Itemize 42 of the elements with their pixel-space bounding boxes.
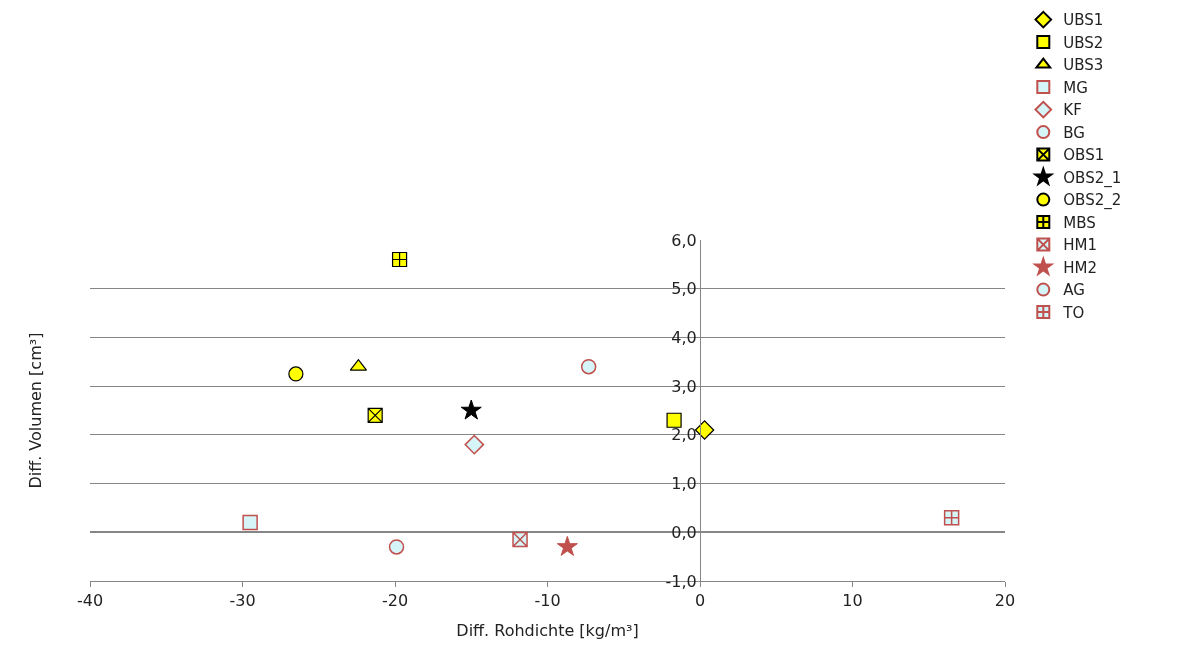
- point: [464, 434, 485, 455]
- x-tick-label: 10: [842, 591, 863, 611]
- y-tick-label: -1,0: [665, 571, 697, 591]
- y-tick-label: 4,0: [671, 328, 697, 348]
- legend-label: MBS: [1063, 213, 1096, 232]
- x-axis-title: Diff. Rohdichte [kg/m³]: [456, 620, 639, 640]
- point: [288, 366, 304, 382]
- point: [666, 412, 682, 428]
- y-tick-label: 2,0: [671, 425, 697, 445]
- point: [512, 531, 528, 548]
- legend-label: MG: [1063, 78, 1088, 97]
- legend-label: HM1: [1063, 236, 1098, 255]
- y-axis-title: Diff. Volumen [cm³]: [25, 332, 45, 489]
- y-tick-label: 3,0: [671, 376, 697, 396]
- point: [580, 358, 597, 375]
- y-tick-label: 6,0: [671, 230, 697, 250]
- point: [694, 420, 715, 440]
- x-tick-label: -40: [76, 591, 104, 611]
- legend-label: OBS2_1: [1063, 168, 1122, 188]
- point: [556, 535, 578, 556]
- point: [242, 514, 258, 531]
- point: [391, 251, 408, 268]
- point: [460, 399, 482, 420]
- y-tick-label: 0,0: [671, 522, 697, 542]
- x-tick-label: 0: [694, 591, 706, 611]
- y-tick-label: 5,0: [671, 279, 697, 299]
- legend-label: UBS2: [1063, 33, 1104, 52]
- legend-label: OBS1: [1063, 146, 1105, 165]
- legend-label: UBS3: [1063, 56, 1104, 75]
- y-tick-label: 1,0: [671, 474, 697, 494]
- legend-label: HM2: [1063, 258, 1098, 277]
- legend-label: UBS1: [1063, 11, 1104, 30]
- legend-label: AG: [1063, 281, 1085, 300]
- point: [388, 539, 405, 555]
- legend-label: TO: [1062, 303, 1085, 322]
- legend-label: KF: [1063, 101, 1082, 120]
- x-tick-label: -20: [381, 591, 409, 611]
- x-tick-label: 20: [994, 591, 1016, 611]
- legend-label: OBS2_2: [1063, 191, 1122, 211]
- x-tick-label: -30: [229, 591, 256, 611]
- legend-label: BG: [1063, 123, 1085, 142]
- x-tick-label: -10: [534, 591, 561, 611]
